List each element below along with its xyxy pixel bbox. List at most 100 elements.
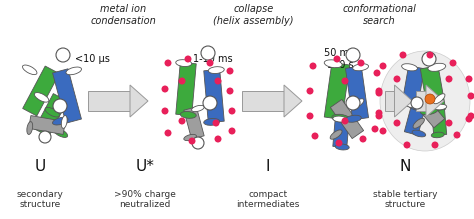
- Ellipse shape: [380, 62, 386, 69]
- Ellipse shape: [203, 96, 217, 110]
- Polygon shape: [284, 85, 302, 117]
- Text: U*: U*: [135, 159, 154, 174]
- Ellipse shape: [330, 130, 342, 139]
- Ellipse shape: [53, 117, 68, 125]
- Text: 50 ms-
100 s: 50 ms- 100 s: [324, 48, 357, 70]
- Polygon shape: [176, 62, 196, 116]
- Polygon shape: [184, 107, 204, 139]
- Polygon shape: [426, 85, 444, 117]
- Ellipse shape: [375, 88, 383, 95]
- Text: compact
intermediates: compact intermediates: [236, 190, 300, 209]
- Text: metal ion
condensation: metal ion condensation: [91, 4, 156, 26]
- Ellipse shape: [454, 131, 461, 138]
- Ellipse shape: [39, 131, 51, 143]
- Ellipse shape: [184, 55, 191, 62]
- Text: conformational
search: conformational search: [342, 4, 416, 26]
- Ellipse shape: [201, 46, 215, 60]
- Ellipse shape: [434, 94, 445, 104]
- Ellipse shape: [227, 88, 234, 95]
- Ellipse shape: [375, 113, 383, 120]
- Ellipse shape: [164, 129, 172, 136]
- Ellipse shape: [404, 101, 418, 108]
- Ellipse shape: [27, 122, 33, 134]
- Text: stable tertiary
structure: stable tertiary structure: [373, 190, 438, 209]
- Ellipse shape: [353, 64, 369, 71]
- Ellipse shape: [431, 132, 444, 138]
- Polygon shape: [28, 116, 65, 134]
- Ellipse shape: [179, 78, 185, 85]
- Polygon shape: [401, 66, 424, 108]
- Ellipse shape: [449, 60, 456, 67]
- Ellipse shape: [333, 116, 347, 122]
- Polygon shape: [35, 94, 67, 136]
- Ellipse shape: [61, 116, 67, 128]
- Ellipse shape: [467, 92, 474, 99]
- Ellipse shape: [359, 136, 366, 143]
- Text: I: I: [265, 159, 270, 174]
- Ellipse shape: [336, 140, 343, 147]
- Ellipse shape: [334, 55, 340, 62]
- Text: secondary
structure: secondary structure: [17, 190, 64, 209]
- Ellipse shape: [53, 128, 68, 138]
- Bar: [88, 91, 130, 111]
- Ellipse shape: [352, 99, 364, 108]
- Ellipse shape: [56, 48, 70, 62]
- Polygon shape: [413, 94, 445, 128]
- Text: 1-10 ms: 1-10 ms: [192, 54, 232, 64]
- Ellipse shape: [66, 67, 82, 75]
- Ellipse shape: [375, 90, 383, 97]
- Text: collapse
(helix assembly): collapse (helix assembly): [213, 4, 294, 26]
- Text: U: U: [35, 159, 46, 174]
- Ellipse shape: [215, 78, 221, 85]
- Ellipse shape: [341, 78, 348, 85]
- Ellipse shape: [184, 134, 196, 141]
- Ellipse shape: [228, 127, 236, 134]
- Polygon shape: [420, 66, 446, 112]
- Ellipse shape: [307, 88, 313, 95]
- Text: >90% charge
neutralized: >90% charge neutralized: [114, 190, 175, 209]
- Ellipse shape: [393, 76, 401, 83]
- Ellipse shape: [465, 115, 473, 122]
- Polygon shape: [346, 66, 369, 120]
- Ellipse shape: [467, 113, 474, 120]
- Ellipse shape: [176, 60, 191, 67]
- Ellipse shape: [341, 118, 348, 124]
- Ellipse shape: [207, 60, 213, 67]
- Text: N: N: [400, 159, 411, 174]
- Ellipse shape: [180, 111, 196, 118]
- Ellipse shape: [400, 51, 407, 58]
- Bar: [385, 91, 394, 111]
- Ellipse shape: [413, 118, 424, 128]
- Polygon shape: [333, 118, 349, 148]
- Ellipse shape: [428, 63, 446, 71]
- Ellipse shape: [380, 127, 386, 134]
- Ellipse shape: [401, 64, 418, 71]
- Polygon shape: [404, 103, 426, 135]
- Ellipse shape: [162, 108, 168, 115]
- Ellipse shape: [307, 113, 313, 120]
- Ellipse shape: [372, 125, 379, 132]
- Ellipse shape: [393, 120, 401, 127]
- Ellipse shape: [228, 108, 236, 115]
- Ellipse shape: [35, 93, 49, 102]
- Ellipse shape: [215, 136, 221, 143]
- Ellipse shape: [412, 130, 426, 137]
- Polygon shape: [324, 62, 350, 120]
- Ellipse shape: [346, 115, 361, 122]
- Polygon shape: [130, 85, 148, 117]
- Ellipse shape: [420, 107, 438, 115]
- Ellipse shape: [45, 107, 60, 117]
- Ellipse shape: [409, 103, 424, 110]
- Ellipse shape: [179, 118, 185, 124]
- Ellipse shape: [310, 62, 317, 69]
- Ellipse shape: [375, 110, 383, 117]
- Ellipse shape: [357, 60, 365, 67]
- Ellipse shape: [335, 144, 349, 150]
- Ellipse shape: [208, 67, 224, 74]
- Ellipse shape: [431, 141, 438, 148]
- Ellipse shape: [324, 60, 342, 68]
- Ellipse shape: [162, 85, 168, 92]
- Ellipse shape: [164, 60, 172, 67]
- Ellipse shape: [311, 132, 319, 140]
- Ellipse shape: [446, 76, 453, 83]
